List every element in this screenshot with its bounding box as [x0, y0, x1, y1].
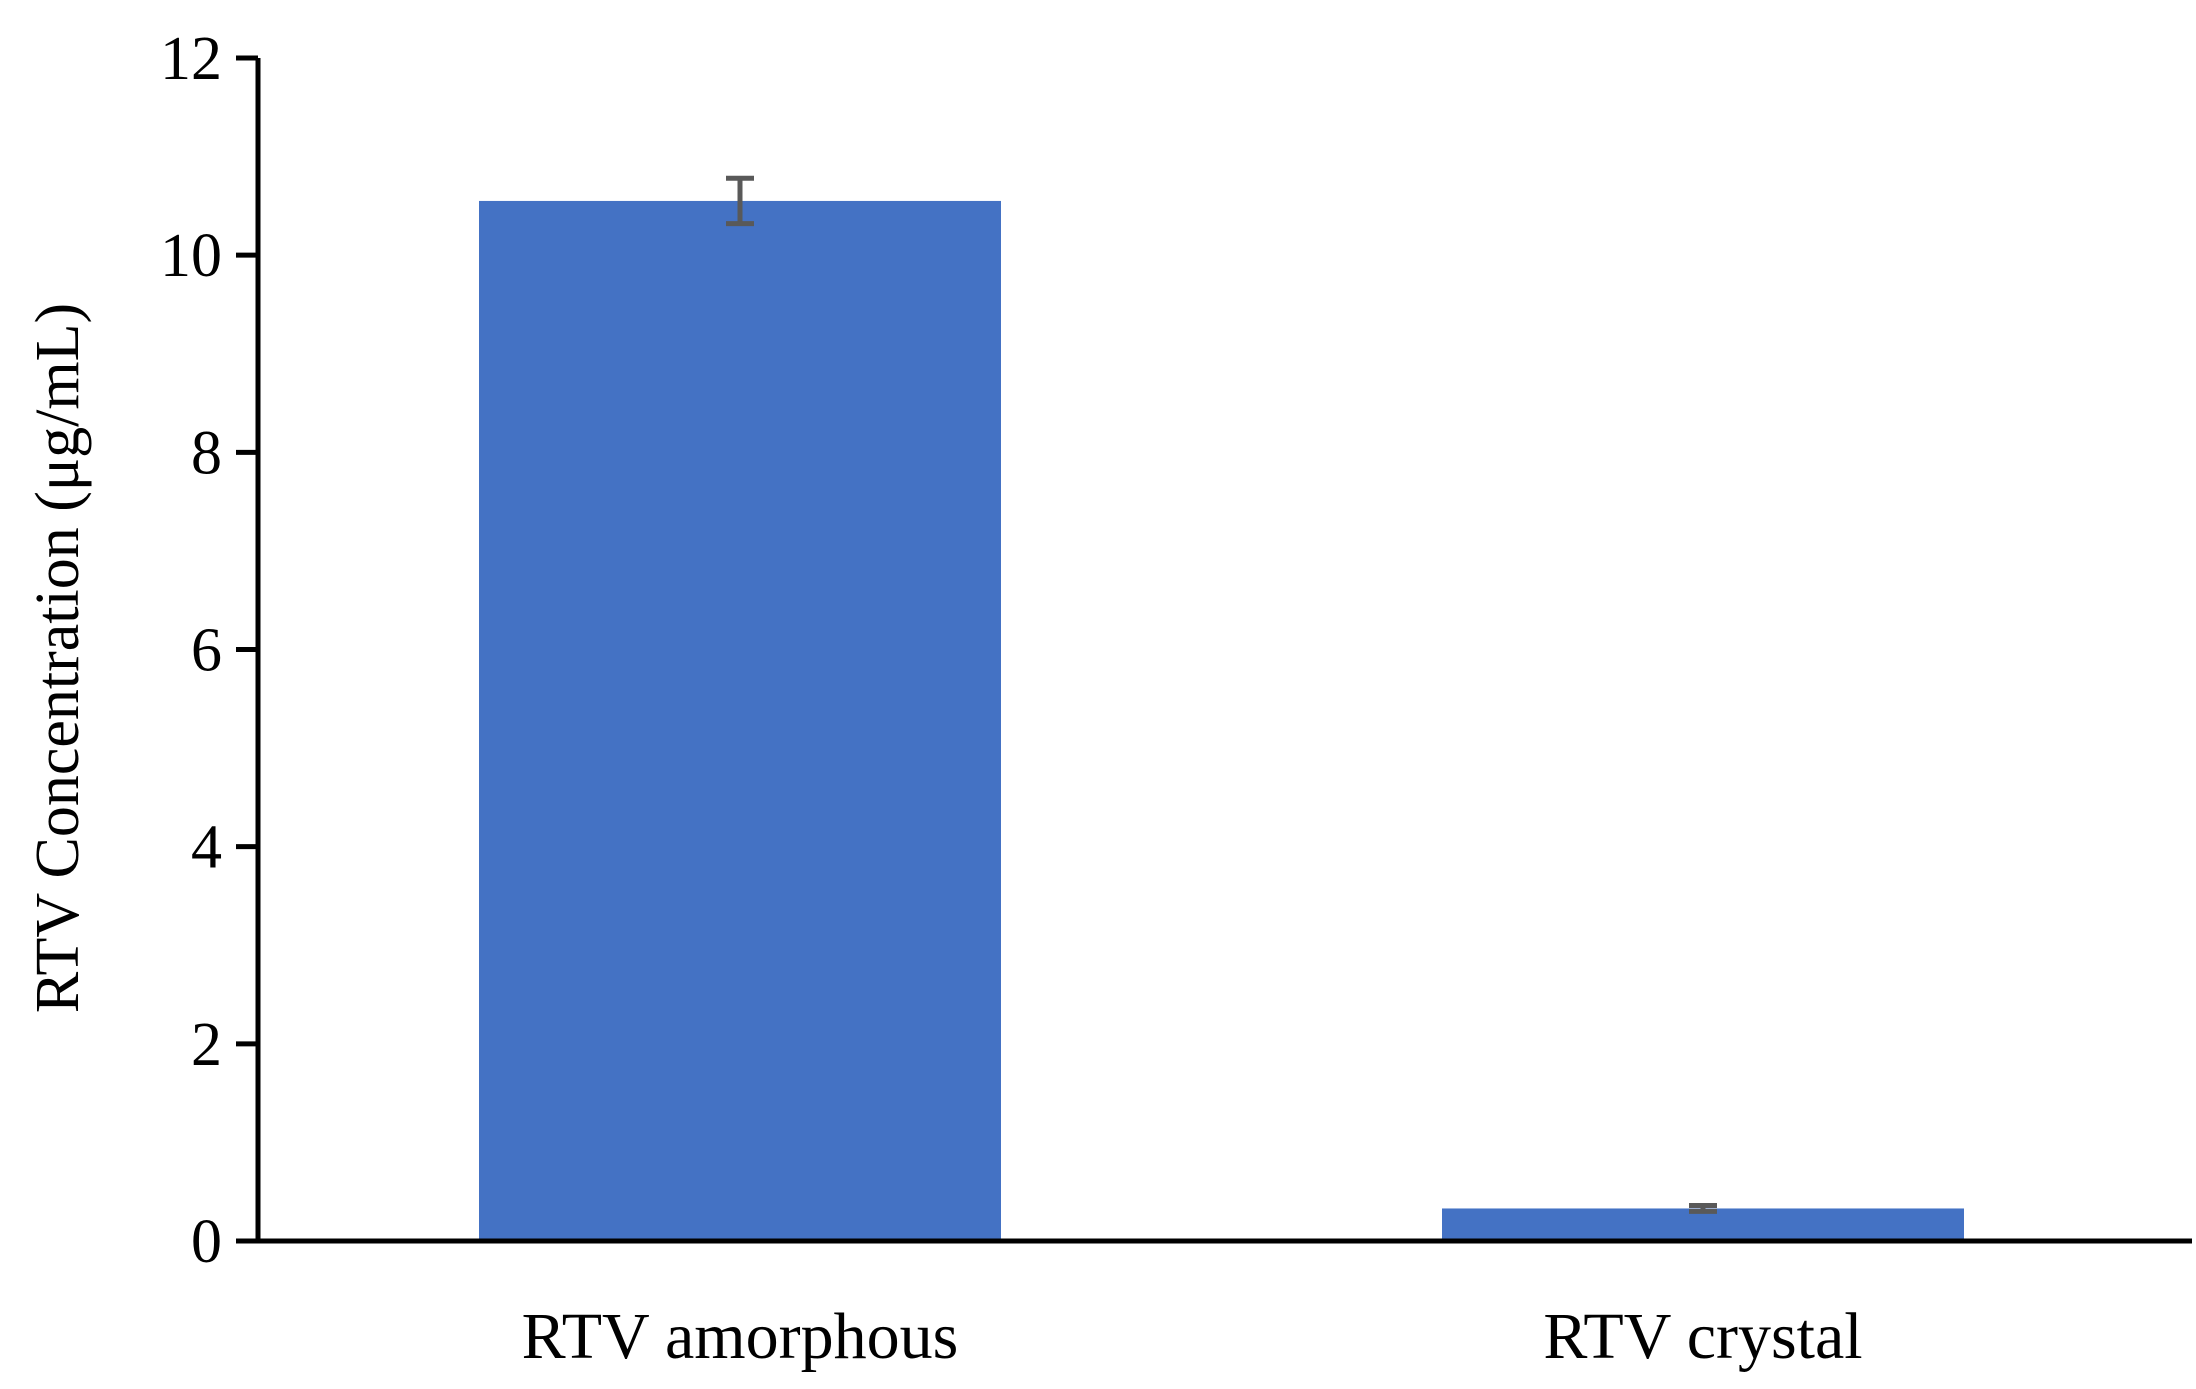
- y-tick-label-1: 2: [191, 1011, 222, 1079]
- error-bar-1: [1689, 1203, 1717, 1214]
- bars-layer: [479, 200, 1964, 1242]
- y-tick-label-4: 8: [191, 419, 222, 487]
- y-tick-label-5: 10: [160, 222, 222, 290]
- error-bars-layer: [726, 175, 1717, 1214]
- error-bar-0: [726, 175, 754, 227]
- y-tick-label-6: 12: [160, 25, 222, 93]
- y-tick-label-0: 0: [191, 1208, 222, 1276]
- bar-0: [479, 200, 1001, 1242]
- category-label-1: RTV crystal: [1543, 1300, 1862, 1373]
- y-tick-label-3: 6: [191, 617, 222, 685]
- y-tick-label-2: 4: [191, 814, 222, 882]
- y-axis-title: RTV Concentration (μg/mL): [24, 303, 92, 1013]
- category-label-0: RTV amorphous: [522, 1300, 959, 1373]
- axes-layer: [236, 55, 2192, 1244]
- labels-layer: 0 2 4 6 8 10 12 RTV amorphous RTV crystal: [160, 25, 1863, 1373]
